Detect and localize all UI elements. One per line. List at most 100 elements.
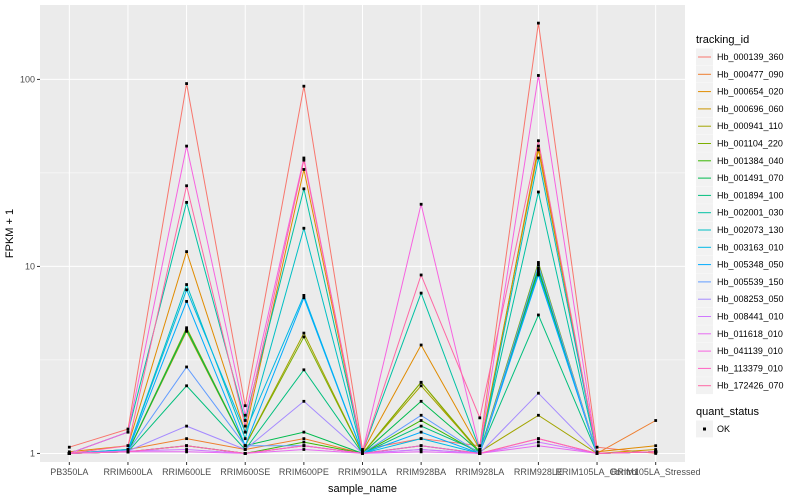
data-point	[185, 250, 188, 254]
data-point	[537, 437, 540, 441]
data-point	[302, 84, 306, 88]
x-tick-label: RRIM600SE	[220, 467, 270, 477]
data-point	[185, 288, 188, 292]
data-point	[302, 156, 306, 160]
data-point	[419, 413, 423, 417]
data-point	[302, 168, 306, 171]
legend-label: Hb_011618_010	[717, 329, 783, 339]
data-point	[537, 261, 540, 264]
legend-label: Hb_001384_040	[717, 156, 784, 166]
legend-label: Hb_002001_030	[717, 208, 784, 218]
data-point	[67, 445, 71, 449]
data-point	[185, 200, 188, 204]
legend-label: Hb_002073_130	[717, 225, 784, 235]
data-point	[302, 440, 306, 444]
data-point	[478, 444, 482, 448]
data-point	[302, 399, 306, 403]
data-point	[185, 144, 188, 148]
x-tick-label: RRIM928LA	[455, 467, 504, 477]
data-point	[185, 424, 188, 428]
data-point	[185, 184, 188, 188]
data-point	[302, 448, 306, 451]
data-point	[537, 273, 540, 277]
data-point	[302, 331, 306, 335]
x-tick-label: RRIM600LE	[162, 467, 211, 477]
data-point	[478, 448, 482, 451]
data-point	[595, 445, 599, 449]
shape-legend: OK	[696, 420, 730, 438]
legend-label: Hb_008441_010	[717, 312, 784, 322]
legend-label: Hb_172426_070	[717, 381, 784, 391]
data-point	[654, 444, 658, 448]
data-point	[361, 450, 364, 454]
data-point	[126, 444, 130, 448]
data-point	[185, 300, 188, 303]
data-point	[419, 202, 423, 206]
data-point	[126, 450, 130, 454]
data-point	[243, 452, 247, 455]
x-tick-label: RRIM105LA_Stressed	[611, 467, 701, 477]
data-point	[419, 444, 423, 448]
legend-label: Hb_000654_020	[717, 87, 784, 97]
data-point	[302, 437, 306, 441]
data-point	[185, 328, 188, 331]
x-axis: PB350LA RRIM600LA RRIM600LE RRIM600SE RRIM60…	[50, 462, 700, 477]
data-point	[537, 144, 540, 148]
data-point	[126, 430, 130, 434]
data-point	[478, 450, 482, 454]
legend-label: Hb_001491_070	[717, 173, 784, 183]
data-point	[302, 430, 306, 434]
data-point	[595, 452, 599, 455]
data-point	[185, 365, 188, 369]
legend-label: Hb_041139_010	[717, 346, 783, 356]
data-point	[419, 424, 423, 428]
data-point	[185, 82, 188, 85]
data-point	[302, 368, 306, 372]
data-point	[302, 226, 306, 230]
data-point	[537, 269, 540, 272]
x-tick-label: RRIM105LA_Control	[556, 467, 639, 477]
data-point	[67, 450, 71, 454]
y-axis-title: FPKM + 1	[4, 209, 16, 258]
legend-label: Hb_003163_010	[717, 242, 784, 252]
data-point	[302, 293, 306, 297]
x-tick-label: RRIM600LA	[103, 467, 152, 477]
data-point	[478, 416, 482, 420]
data-point	[185, 326, 188, 330]
shape-legend-point	[703, 427, 706, 431]
data-point	[419, 430, 423, 434]
data-point	[419, 380, 423, 384]
data-point	[537, 271, 540, 275]
shape-legend-title: quant_status	[696, 406, 759, 418]
y-tick-label: 100	[20, 74, 35, 84]
legend-label: Hb_000477_090	[717, 69, 784, 79]
data-point	[243, 424, 247, 428]
data-point	[302, 158, 306, 162]
y-axis: 1 10 100	[20, 74, 40, 458]
x-tick-label: RRIM928LE	[514, 467, 563, 477]
data-point	[243, 413, 247, 417]
x-tick-label: PB350LA	[50, 467, 88, 477]
x-tick-label: RRIM600PE	[279, 467, 329, 477]
data-point	[419, 343, 423, 347]
legend: Hb_000139_360 Hb_000477_090 Hb_000654_020 H…	[696, 48, 784, 395]
data-point	[537, 190, 540, 194]
x-tick-label: RRIM928BA	[396, 467, 446, 477]
legend-label: Hb_001894_100	[717, 190, 784, 200]
data-point	[185, 444, 188, 448]
data-point	[654, 450, 658, 454]
data-point	[243, 430, 247, 434]
data-point	[537, 413, 540, 417]
data-point	[537, 74, 540, 77]
data-point	[243, 444, 247, 448]
legend-label: Hb_005539_150	[717, 277, 784, 287]
data-point	[419, 448, 423, 451]
y-tick-label: 1	[30, 448, 35, 458]
data-point	[185, 329, 188, 333]
data-point	[537, 148, 540, 152]
data-point	[302, 335, 306, 339]
data-point	[419, 437, 423, 441]
data-point	[185, 450, 188, 454]
data-point	[537, 139, 540, 143]
